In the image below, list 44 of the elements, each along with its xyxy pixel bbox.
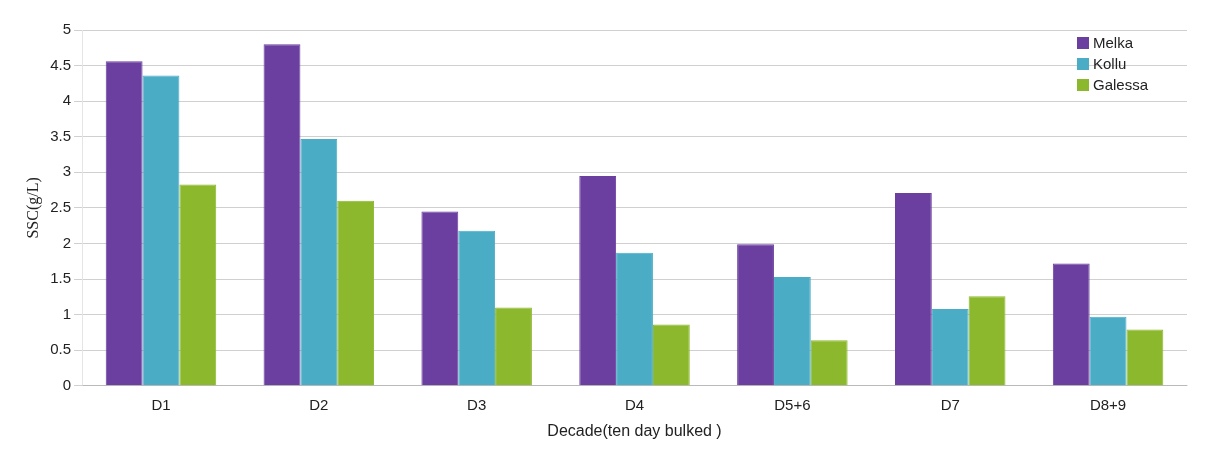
x-tick-label: D3 bbox=[467, 395, 487, 413]
y-tick-label: 1 bbox=[62, 304, 72, 322]
bar bbox=[1052, 263, 1090, 386]
legend-label: Melka bbox=[1093, 34, 1134, 51]
y-tick-label: 4.5 bbox=[50, 55, 72, 73]
y-tick-label: 2 bbox=[62, 233, 72, 251]
bar bbox=[931, 308, 969, 386]
bar bbox=[300, 138, 338, 386]
x-tick-label: D2 bbox=[309, 395, 329, 413]
bar bbox=[652, 324, 690, 386]
bar bbox=[105, 61, 143, 386]
bar bbox=[458, 230, 496, 386]
bar bbox=[616, 252, 653, 386]
legend-label: Kollu bbox=[1093, 55, 1127, 72]
legend-label: Galessa bbox=[1093, 76, 1149, 93]
bar bbox=[894, 192, 932, 386]
y-tick-label: 1.5 bbox=[50, 269, 72, 287]
y-tick-label: 3 bbox=[62, 162, 72, 180]
bar bbox=[495, 307, 532, 386]
y-axis-title: SSC(g/L) bbox=[23, 177, 42, 239]
bar bbox=[773, 276, 811, 386]
y-tick-label: 0.5 bbox=[50, 340, 72, 358]
bar bbox=[579, 175, 617, 386]
bar bbox=[421, 211, 459, 386]
bar bbox=[337, 200, 375, 386]
y-tick-label: 0 bbox=[62, 375, 72, 393]
y-tick-label: 2.5 bbox=[50, 198, 72, 216]
y-tick-label: 5 bbox=[62, 20, 72, 38]
x-tick-label: D8+9 bbox=[1089, 395, 1127, 413]
bar bbox=[737, 244, 774, 386]
x-tick-label: D4 bbox=[624, 395, 645, 413]
x-tick-label: D1 bbox=[151, 395, 171, 413]
bar bbox=[968, 296, 1006, 386]
y-tick-label: 3.5 bbox=[50, 126, 72, 144]
bar bbox=[1126, 329, 1164, 386]
y-tick-label: 4 bbox=[62, 91, 72, 109]
bar bbox=[810, 340, 848, 386]
x-tick-label: D5+6 bbox=[774, 395, 811, 413]
x-tick-label: D7 bbox=[940, 395, 960, 413]
bar bbox=[142, 75, 180, 386]
bar bbox=[179, 184, 217, 386]
bar bbox=[263, 44, 301, 386]
x-axis-title: Decade(ten day bulked ) bbox=[547, 421, 722, 439]
bar bbox=[1089, 316, 1127, 386]
